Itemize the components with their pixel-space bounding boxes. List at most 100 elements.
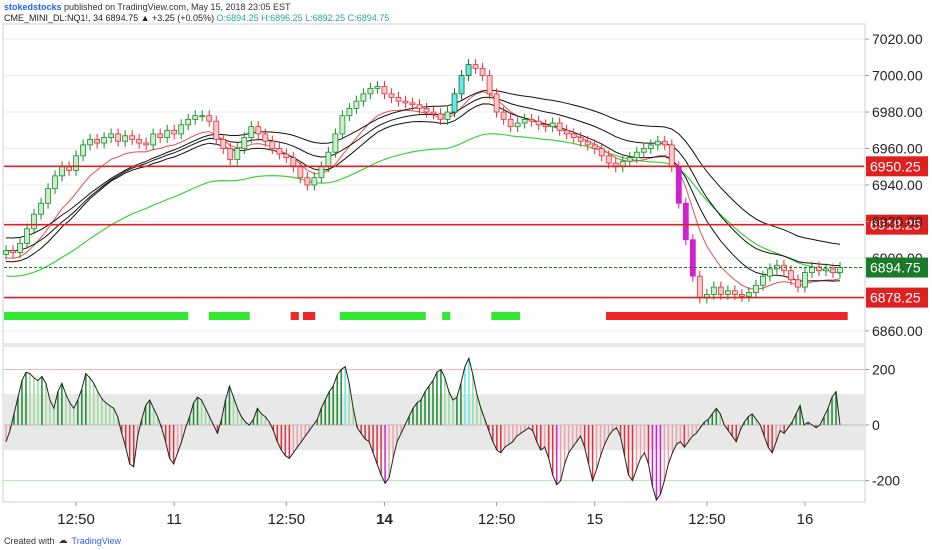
ema-lines bbox=[5, 89, 841, 290]
candle-body bbox=[59, 166, 65, 177]
ema-green-line bbox=[5, 133, 841, 277]
candle-body bbox=[290, 157, 297, 168]
candle-body bbox=[73, 155, 79, 171]
candle-body bbox=[823, 268, 829, 272]
candle-body bbox=[115, 133, 122, 142]
candle-body bbox=[535, 120, 542, 126]
candle-body bbox=[409, 102, 416, 106]
candle-body bbox=[528, 118, 535, 122]
candle-body bbox=[675, 166, 682, 204]
candle-body bbox=[80, 144, 86, 157]
candle-body bbox=[584, 140, 591, 146]
candle-body bbox=[157, 133, 164, 138]
candle-body bbox=[816, 266, 822, 272]
candle-body bbox=[745, 292, 752, 297]
candle-body bbox=[122, 135, 129, 142]
candle-body bbox=[87, 139, 94, 146]
brand-link[interactable]: TradingView bbox=[71, 535, 122, 546]
candle-body bbox=[346, 108, 353, 117]
ohlc-text: O:6894.25 H:6896.25 L:6892.25 C:6894.75 bbox=[216, 13, 390, 23]
candle-body bbox=[150, 133, 157, 146]
candle-body bbox=[171, 129, 178, 135]
level-label: 6918.25 bbox=[870, 217, 921, 233]
candle-body bbox=[220, 139, 227, 149]
candle-body bbox=[276, 148, 283, 155]
candle-body bbox=[696, 275, 703, 299]
candle-body bbox=[227, 148, 234, 160]
candle-body bbox=[458, 75, 465, 95]
candle-body bbox=[668, 144, 675, 168]
candle-body bbox=[367, 87, 374, 95]
candle-body bbox=[514, 122, 521, 128]
price-tick-label: 6960.00 bbox=[872, 141, 923, 157]
level-label-box bbox=[866, 214, 928, 235]
candle-body bbox=[837, 267, 843, 273]
time-tick-label: 12:50 bbox=[57, 511, 95, 528]
time-tick-label: 12:50 bbox=[478, 511, 516, 528]
candle-body bbox=[760, 275, 766, 286]
candle-body bbox=[318, 166, 325, 179]
candle-body bbox=[3, 250, 9, 255]
candle-body bbox=[164, 129, 171, 138]
candle-body bbox=[31, 213, 37, 230]
ema-dark-line-3 bbox=[5, 89, 841, 245]
osc-tick-label: 200 bbox=[872, 361, 896, 377]
candle-body bbox=[598, 148, 605, 157]
author-link[interactable]: stokedstocks bbox=[4, 2, 62, 12]
candle-body bbox=[255, 126, 262, 135]
candle-body bbox=[332, 133, 339, 153]
level-label-box bbox=[866, 287, 928, 308]
signal-band bbox=[208, 312, 250, 320]
time-tick-label: 15 bbox=[586, 511, 603, 528]
candle-body bbox=[269, 140, 276, 149]
candle-body bbox=[136, 139, 143, 144]
osc-tick-label: -200 bbox=[872, 473, 900, 489]
candle-body bbox=[647, 144, 654, 149]
price-tick-label: 6980.00 bbox=[872, 104, 923, 120]
last-price-box bbox=[866, 257, 928, 278]
level-label: 6878.25 bbox=[870, 290, 921, 306]
gridlines bbox=[4, 38, 864, 332]
signal-band bbox=[442, 312, 451, 320]
change-text: ▲ +3.25 (+0.05%) bbox=[140, 13, 215, 23]
candle-body bbox=[556, 122, 563, 131]
candle-body bbox=[479, 67, 486, 76]
candle-body bbox=[325, 151, 332, 168]
candle-body bbox=[500, 111, 507, 120]
candle-body bbox=[143, 142, 150, 146]
candles bbox=[3, 59, 843, 304]
candle-body bbox=[283, 153, 290, 159]
candle-body bbox=[381, 86, 388, 95]
time-tick-label: 16 bbox=[797, 511, 814, 528]
candle-body bbox=[788, 270, 794, 281]
candle-body bbox=[129, 135, 136, 140]
candle-body bbox=[661, 140, 668, 146]
time-axis[interactable]: 12:50 11 12:50 14 12:50 15 12:50 16 bbox=[57, 502, 813, 528]
candle-body bbox=[108, 133, 115, 138]
ema-dark-line-2 bbox=[5, 96, 841, 267]
candle-body bbox=[101, 137, 108, 144]
candle-body bbox=[262, 133, 269, 142]
candle-body bbox=[682, 202, 689, 241]
candle-body bbox=[830, 268, 836, 273]
signal-band bbox=[290, 312, 299, 320]
osc-axis[interactable]: 200 0 -200 bbox=[865, 361, 900, 489]
candle-body bbox=[472, 64, 479, 69]
candle-body bbox=[199, 115, 206, 118]
candle-body bbox=[724, 290, 731, 295]
level-label: 6950.25 bbox=[870, 158, 921, 174]
candle-body bbox=[213, 120, 220, 140]
price-axis[interactable]: 6950.25 6918.25 6878.25 7020.00 7000.00 6980.… bbox=[865, 31, 928, 339]
candle-body bbox=[577, 137, 584, 142]
candle-body bbox=[388, 93, 395, 98]
candle-body bbox=[66, 166, 72, 171]
osc-tick-label: 0 bbox=[872, 417, 880, 433]
candle-body bbox=[717, 286, 724, 295]
level-label-box bbox=[866, 156, 928, 177]
candle-body bbox=[486, 75, 493, 95]
candle-body bbox=[17, 242, 23, 253]
candle-body bbox=[206, 115, 213, 122]
last-price-text: 6894.75 bbox=[105, 13, 139, 23]
candle-body bbox=[360, 93, 367, 102]
